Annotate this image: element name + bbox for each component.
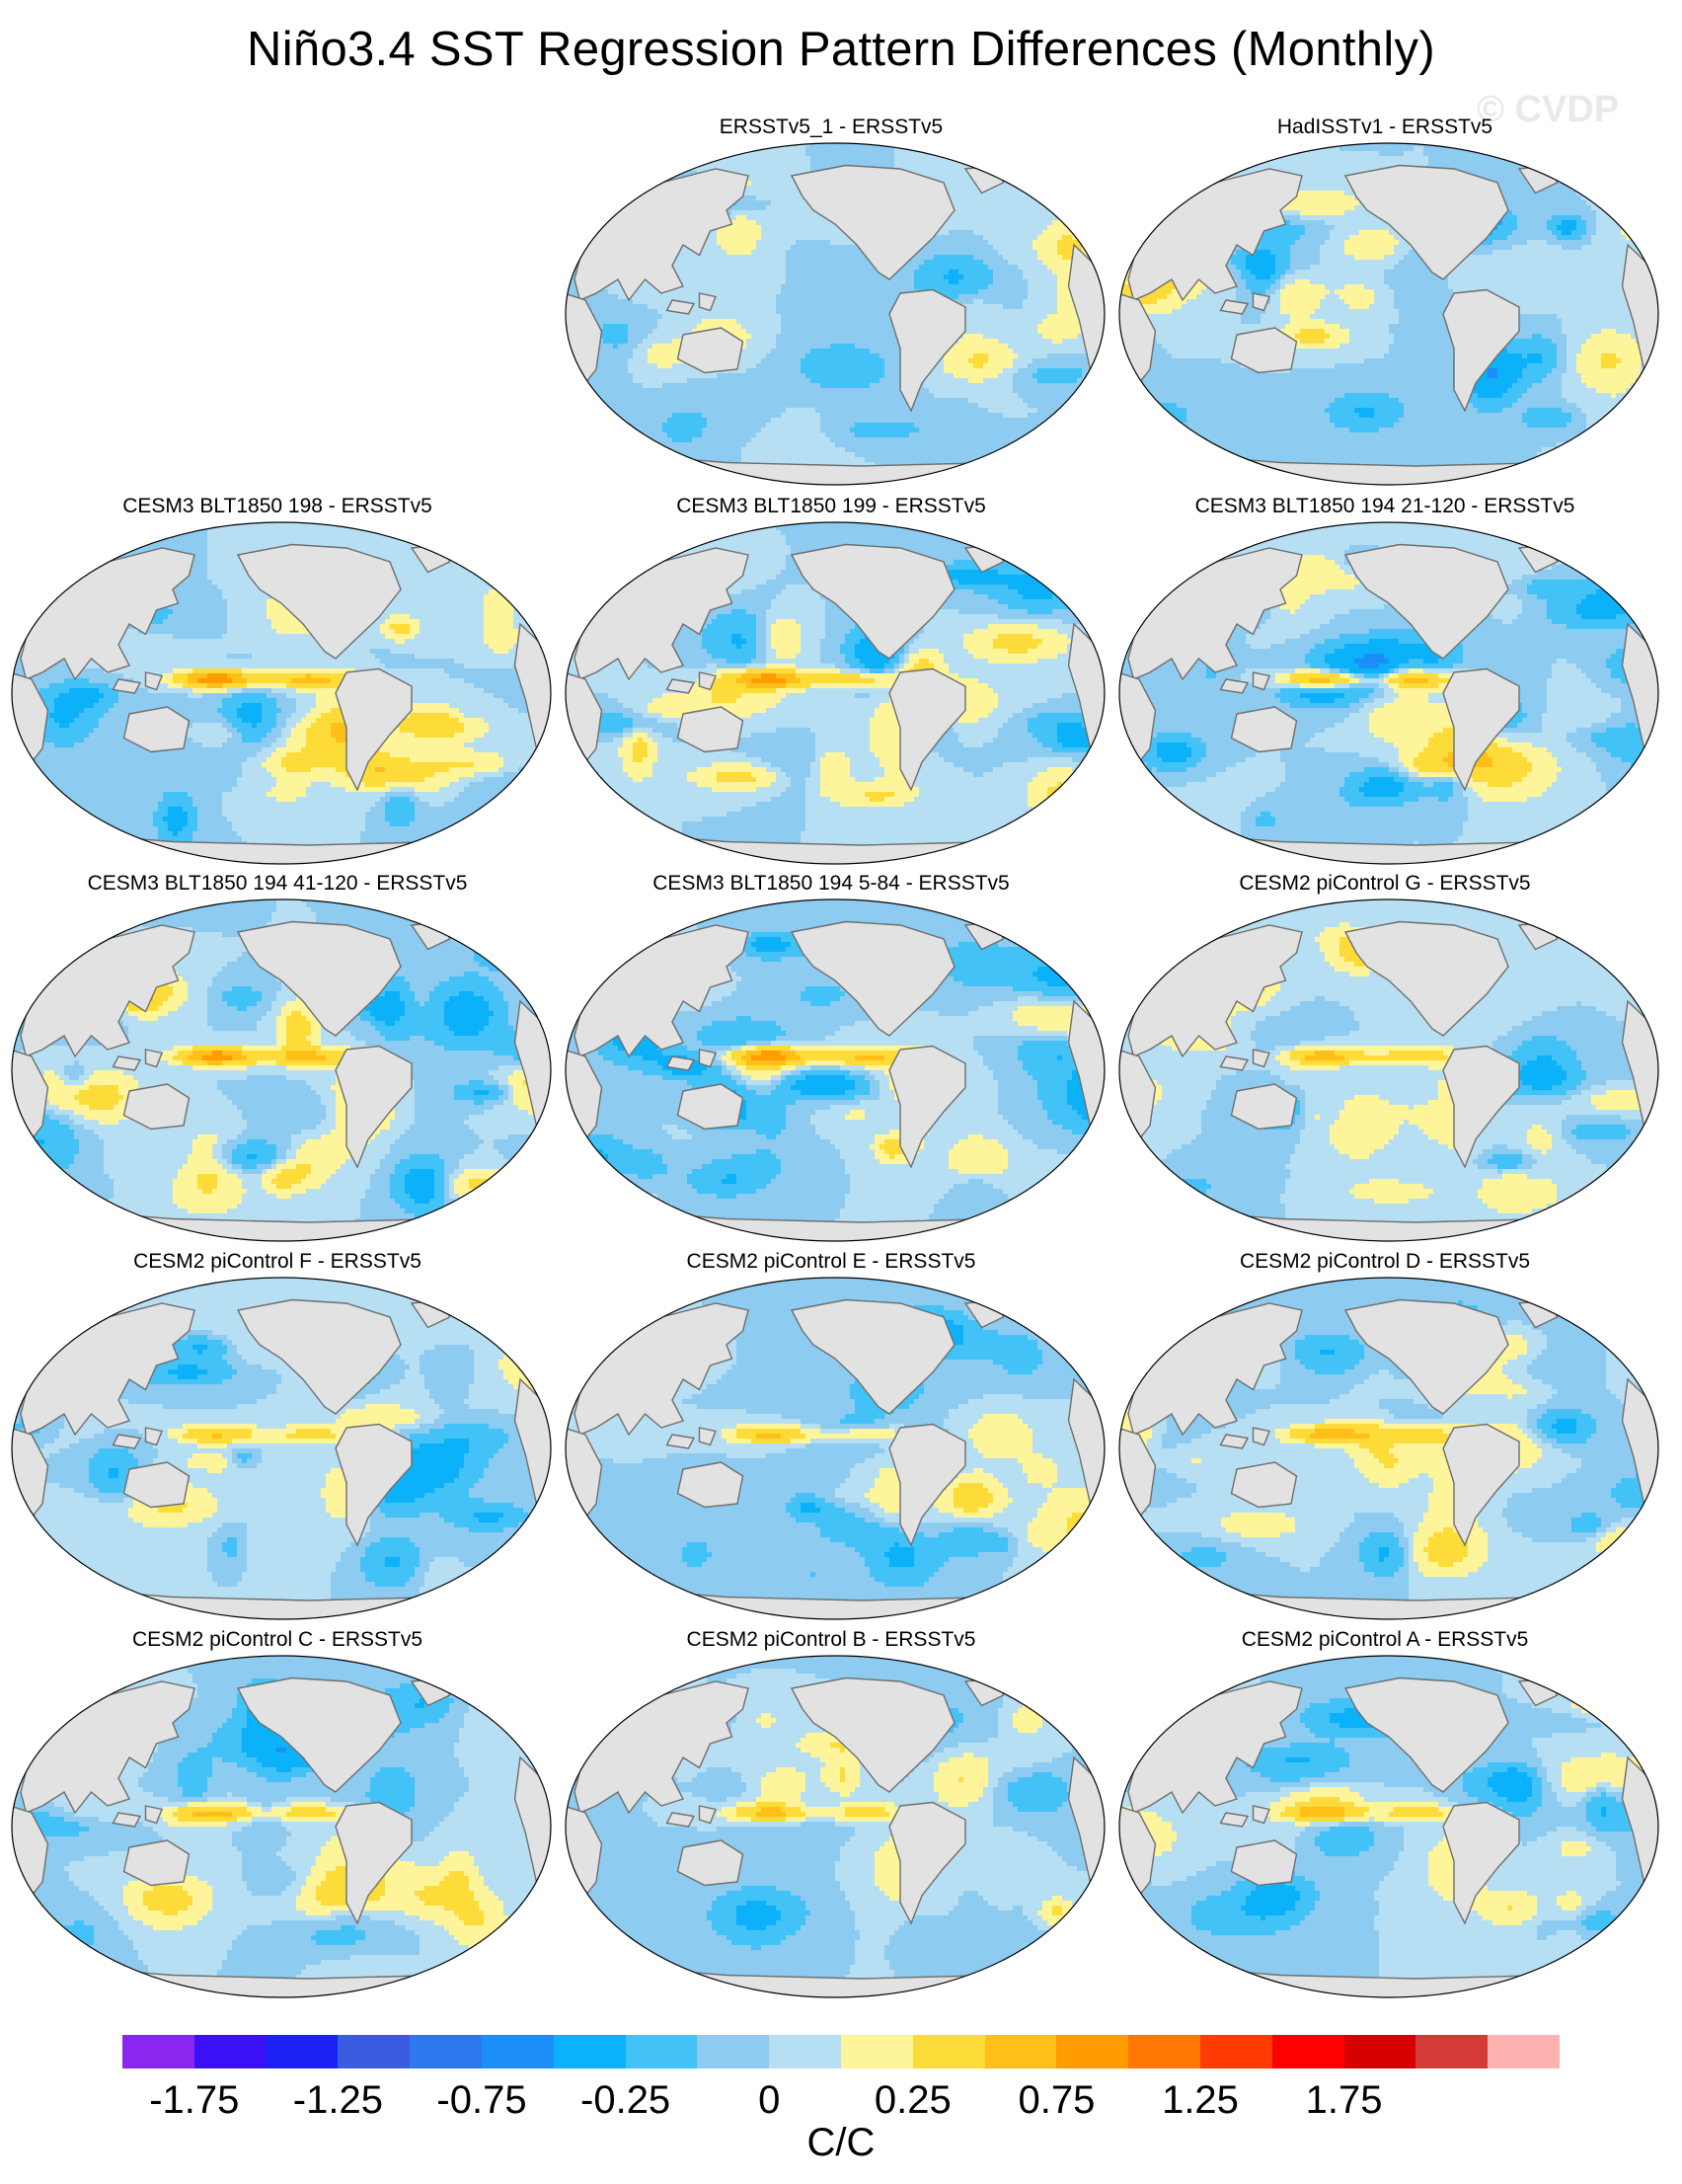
panel-title: ERSSTv5_1 - ERSSTv5 bbox=[554, 116, 1109, 139]
map-panel: HadISSTv1 - ERSSTv5 bbox=[1108, 116, 1662, 493]
panel-title: CESM3 BLT1850 198 - ERSSTv5 bbox=[0, 495, 555, 518]
map-panel: CESM2 piControl B - ERSSTv5 bbox=[554, 1628, 1109, 2005]
map-panel: CESM2 piControl F - ERSSTv5 bbox=[0, 1250, 555, 1627]
colorbar-swatch bbox=[697, 2035, 769, 2068]
sst-difference-map bbox=[1117, 897, 1660, 1243]
panel-title: CESM2 piControl G - ERSSTv5 bbox=[1108, 872, 1662, 896]
map-panel: CESM2 piControl C - ERSSTv5 bbox=[0, 1628, 555, 2005]
sst-difference-map bbox=[564, 1654, 1107, 1999]
sst-difference-map bbox=[10, 1654, 553, 1999]
colorbar-swatch bbox=[482, 2035, 554, 2068]
colorbar-swatch bbox=[1056, 2035, 1128, 2068]
panel-title: CESM3 BLT1850 194 41-120 - ERSSTv5 bbox=[0, 872, 555, 896]
colorbar bbox=[122, 2035, 1560, 2070]
colorbar-swatch bbox=[1272, 2035, 1344, 2068]
colorbar-swatch bbox=[769, 2035, 841, 2068]
colorbar-tick-label: 1.25 bbox=[1162, 2078, 1239, 2123]
colorbar-tick-label: -1.25 bbox=[293, 2078, 383, 2123]
colorbar-swatch bbox=[841, 2035, 913, 2068]
colorbar-swatch bbox=[122, 2035, 194, 2068]
colorbar-swatch bbox=[1488, 2035, 1560, 2068]
sst-difference-map bbox=[1117, 1654, 1660, 1999]
panel-title: CESM3 BLT1850 194 5-84 - ERSSTv5 bbox=[554, 872, 1109, 896]
map-panel: CESM3 BLT1850 194 5-84 - ERSSTv5 bbox=[554, 872, 1109, 1249]
sst-difference-map bbox=[564, 520, 1107, 866]
panel-title: CESM3 BLT1850 199 - ERSSTv5 bbox=[554, 495, 1109, 518]
panel-title: CESM2 piControl C - ERSSTv5 bbox=[0, 1628, 555, 1652]
sst-difference-map bbox=[10, 520, 553, 866]
sst-difference-map bbox=[1117, 141, 1660, 487]
colorbar-unit-label: C/C bbox=[0, 2121, 1682, 2165]
colorbar-swatch bbox=[338, 2035, 410, 2068]
panel-title: CESM2 piControl F - ERSSTv5 bbox=[0, 1250, 555, 1274]
colorbar-swatch bbox=[1128, 2035, 1200, 2068]
colorbar-swatch bbox=[267, 2035, 339, 2068]
colorbar-swatch bbox=[985, 2035, 1057, 2068]
map-panel: CESM2 piControl A - ERSSTv5 bbox=[1108, 1628, 1662, 2005]
colorbar-tick-label: 1.75 bbox=[1306, 2078, 1383, 2123]
map-panel: CESM3 BLT1850 198 - ERSSTv5 bbox=[0, 495, 555, 872]
panel-title: HadISSTv1 - ERSSTv5 bbox=[1108, 116, 1662, 139]
colorbar-tick-label: -0.25 bbox=[580, 2078, 670, 2123]
colorbar-swatch bbox=[626, 2035, 698, 2068]
colorbar-tick-label: 0.75 bbox=[1018, 2078, 1095, 2123]
map-panel: CESM2 piControl G - ERSSTv5 bbox=[1108, 872, 1662, 1249]
colorbar-swatch bbox=[1344, 2035, 1416, 2068]
map-panel: ERSSTv5_1 - ERSSTv5 bbox=[554, 116, 1109, 493]
colorbar-tick-label: 0 bbox=[758, 2078, 780, 2123]
colorbar-swatch bbox=[194, 2035, 267, 2068]
colorbar-swatch bbox=[913, 2035, 985, 2068]
colorbar-swatch bbox=[1415, 2035, 1488, 2068]
map-panel: CESM2 piControl E - ERSSTv5 bbox=[554, 1250, 1109, 1627]
map-panel: CESM3 BLT1850 199 - ERSSTv5 bbox=[554, 495, 1109, 872]
colorbar-swatch bbox=[410, 2035, 482, 2068]
sst-difference-map bbox=[564, 1276, 1107, 1621]
map-panel: CESM2 piControl D - ERSSTv5 bbox=[1108, 1250, 1662, 1627]
map-panel: CESM3 BLT1850 194 41-120 - ERSSTv5 bbox=[0, 872, 555, 1249]
sst-difference-map bbox=[1117, 1276, 1660, 1621]
sst-difference-map bbox=[10, 897, 553, 1243]
panel-title: CESM2 piControl B - ERSSTv5 bbox=[554, 1628, 1109, 1652]
colorbar-tick-label: -0.75 bbox=[436, 2078, 526, 2123]
map-panel: CESM3 BLT1850 194 21-120 - ERSSTv5 bbox=[1108, 495, 1662, 872]
sst-difference-map bbox=[564, 897, 1107, 1243]
colorbar-tick-label: 0.25 bbox=[875, 2078, 952, 2123]
panel-title: CESM2 piControl E - ERSSTv5 bbox=[554, 1250, 1109, 1274]
colorbar-swatch bbox=[1200, 2035, 1272, 2068]
sst-difference-map bbox=[564, 141, 1107, 487]
panel-title: CESM3 BLT1850 194 21-120 - ERSSTv5 bbox=[1108, 495, 1662, 518]
panel-title: CESM2 piControl D - ERSSTv5 bbox=[1108, 1250, 1662, 1274]
colorbar-swatch bbox=[554, 2035, 626, 2068]
figure-title: Niño3.4 SST Regression Pattern Differenc… bbox=[0, 22, 1682, 77]
colorbar-tick-label: -1.75 bbox=[149, 2078, 239, 2123]
sst-difference-map bbox=[1117, 520, 1660, 866]
panel-title: CESM2 piControl A - ERSSTv5 bbox=[1108, 1628, 1662, 1652]
sst-difference-map bbox=[10, 1276, 553, 1621]
